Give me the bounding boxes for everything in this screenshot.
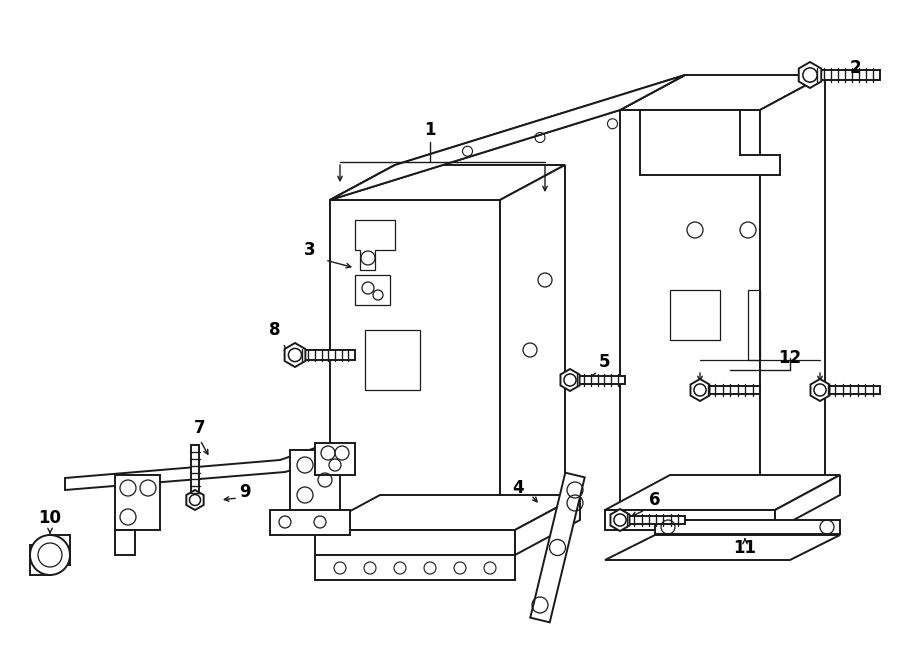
Polygon shape xyxy=(700,385,760,395)
Polygon shape xyxy=(330,75,685,200)
Polygon shape xyxy=(315,495,580,530)
Circle shape xyxy=(30,535,70,575)
Text: 1: 1 xyxy=(424,121,436,139)
Text: 2: 2 xyxy=(850,59,860,77)
Polygon shape xyxy=(315,555,515,580)
Polygon shape xyxy=(315,530,515,555)
Polygon shape xyxy=(655,520,840,534)
Polygon shape xyxy=(30,535,70,575)
Polygon shape xyxy=(295,350,355,360)
Polygon shape xyxy=(115,530,135,555)
Polygon shape xyxy=(640,110,780,175)
Polygon shape xyxy=(798,62,822,88)
Polygon shape xyxy=(690,379,709,401)
Polygon shape xyxy=(610,509,629,531)
Polygon shape xyxy=(355,275,390,305)
Text: 3: 3 xyxy=(304,241,316,259)
Polygon shape xyxy=(330,165,565,200)
Text: 12: 12 xyxy=(778,349,802,367)
Text: 9: 9 xyxy=(239,483,251,501)
Polygon shape xyxy=(330,75,685,200)
Polygon shape xyxy=(561,369,580,391)
Polygon shape xyxy=(620,110,760,530)
Polygon shape xyxy=(570,375,625,385)
Polygon shape xyxy=(515,495,580,555)
Polygon shape xyxy=(620,75,825,110)
Text: 7: 7 xyxy=(194,419,206,437)
Polygon shape xyxy=(500,165,565,530)
Polygon shape xyxy=(270,510,350,535)
Polygon shape xyxy=(820,385,880,395)
Polygon shape xyxy=(530,473,585,622)
Polygon shape xyxy=(115,475,160,530)
Polygon shape xyxy=(191,445,199,500)
Text: 8: 8 xyxy=(269,321,281,339)
Polygon shape xyxy=(605,510,775,530)
Polygon shape xyxy=(186,490,203,510)
Polygon shape xyxy=(811,379,830,401)
Text: 5: 5 xyxy=(598,353,610,371)
Text: 10: 10 xyxy=(39,509,61,527)
Polygon shape xyxy=(290,450,340,510)
Polygon shape xyxy=(620,516,685,524)
Polygon shape xyxy=(355,220,395,270)
Polygon shape xyxy=(775,475,840,530)
Polygon shape xyxy=(810,70,880,80)
Text: 6: 6 xyxy=(649,491,661,509)
Polygon shape xyxy=(605,535,840,560)
Polygon shape xyxy=(315,443,355,475)
Text: 4: 4 xyxy=(512,479,524,497)
Polygon shape xyxy=(284,343,305,367)
Polygon shape xyxy=(760,75,825,530)
Text: 11: 11 xyxy=(734,539,757,557)
Polygon shape xyxy=(605,475,840,510)
Polygon shape xyxy=(330,200,500,530)
